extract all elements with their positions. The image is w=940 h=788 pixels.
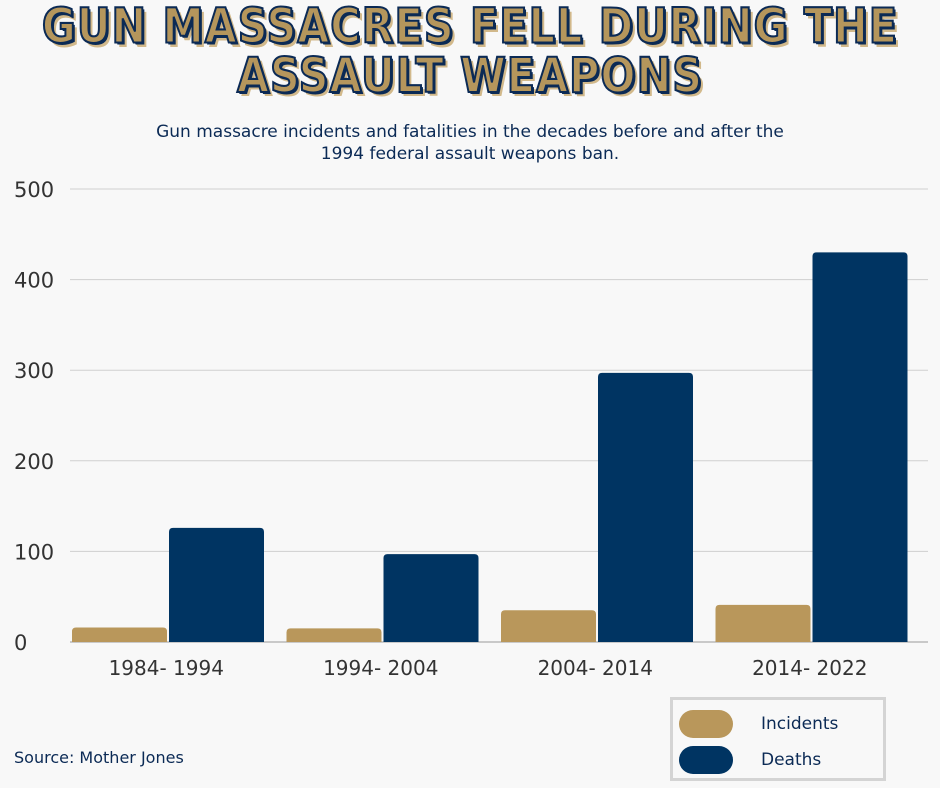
x-tick-label: 1984- 1994 bbox=[109, 656, 224, 680]
legend-swatch-incidents bbox=[679, 710, 733, 738]
bar-deaths-3 bbox=[812, 252, 908, 643]
bar-chart: 0 100 200 300 400 500 1984- 1994 1994- 2004 200… bbox=[14, 178, 928, 680]
y-tick-label: 500 bbox=[14, 178, 54, 202]
y-tick-label: 300 bbox=[14, 359, 54, 383]
bar-incidents-0 bbox=[72, 627, 167, 642]
bar-deaths-2 bbox=[598, 372, 693, 642]
legend-item-incidents: Incidents bbox=[679, 710, 879, 738]
legend-swatch-deaths bbox=[679, 746, 733, 774]
y-tick-label: 200 bbox=[14, 450, 54, 474]
source-note: Source: Mother Jones bbox=[14, 748, 184, 767]
bar-deaths-0 bbox=[169, 527, 264, 642]
x-tick-label: 1994- 2004 bbox=[323, 656, 438, 680]
bar-incidents-2 bbox=[501, 610, 596, 642]
chart-title: GUN MASSACRES FELL DURING THE ASSAULT WE… bbox=[41, 0, 899, 104]
bar-incidents-1 bbox=[286, 628, 382, 642]
x-tick-label: 2004- 2014 bbox=[538, 656, 653, 680]
chart-subtitle: Gun massacre incidents and fatalities in… bbox=[156, 122, 784, 164]
y-axis-ticks: 0 100 200 300 400 500 bbox=[14, 178, 54, 655]
legend-label-incidents: Incidents bbox=[761, 714, 839, 734]
y-tick-label: 0 bbox=[14, 631, 27, 655]
bar-incidents-3 bbox=[715, 604, 811, 642]
legend: Incidents Deaths bbox=[670, 697, 886, 781]
bars bbox=[72, 252, 908, 643]
legend-item-deaths: Deaths bbox=[679, 746, 879, 774]
bar-deaths-1 bbox=[383, 554, 479, 642]
x-axis-ticks: 1984- 1994 1994- 2004 2004- 2014 2014- 2022 bbox=[109, 656, 868, 680]
legend-label-deaths: Deaths bbox=[761, 750, 822, 770]
y-tick-label: 100 bbox=[14, 540, 54, 564]
x-tick-label: 2014- 2022 bbox=[752, 656, 867, 680]
y-tick-label: 400 bbox=[14, 269, 54, 293]
